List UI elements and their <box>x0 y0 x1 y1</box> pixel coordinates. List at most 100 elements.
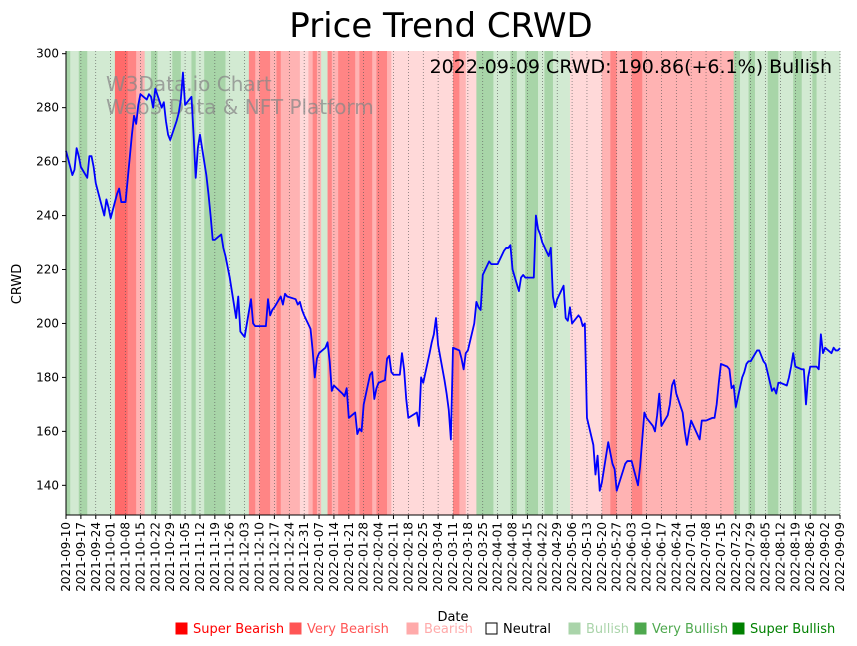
regime-band-SBe <box>114 51 128 515</box>
regime-band-VBe <box>453 51 460 515</box>
regime-band-N <box>391 51 454 515</box>
y-tick-label: 300 <box>36 47 59 61</box>
x-tick-label: 2021-12-17 <box>267 522 281 592</box>
x-tick-label: 2021-12-03 <box>238 522 252 592</box>
x-tick-label: 2022-06-03 <box>625 522 639 592</box>
y-tick-label: 280 <box>36 101 59 115</box>
regime-band-VBe <box>359 51 373 515</box>
regime-band-VB <box>748 51 756 515</box>
x-tick-label: 2022-09-09 <box>833 522 847 592</box>
x-tick-label: 2022-02-04 <box>372 522 386 592</box>
x-tick-label: 2021-11-19 <box>208 522 222 592</box>
x-tick-label: 2022-07-15 <box>714 522 728 592</box>
regime-band-VB <box>476 51 494 515</box>
regime-bands <box>66 51 841 515</box>
x-tick-label: 2022-08-26 <box>803 522 817 592</box>
regime-band-VBe <box>276 51 282 515</box>
x-tick-label: 2022-07-01 <box>684 522 698 592</box>
x-tick-label: 2021-12-10 <box>253 522 267 592</box>
regime-band-VBe <box>248 51 256 515</box>
x-tick-label: 2022-05-27 <box>610 522 624 592</box>
x-tick-label: 2022-01-21 <box>342 522 356 592</box>
x-tick-label: 2022-07-29 <box>744 522 758 592</box>
x-tick-label: 2021-09-10 <box>59 522 73 592</box>
x-ticks: 2021-09-10 2021-09-17 2021-09-24 2021-10-01… <box>59 515 847 592</box>
regime-band-B <box>754 51 769 515</box>
x-tick-label: 2022-05-06 <box>565 522 579 592</box>
x-tick-label: 2022-04-22 <box>535 522 549 592</box>
chart-title: Price Trend CRWD <box>289 6 592 46</box>
regime-band-VB <box>78 51 88 515</box>
x-tick-label: 2021-10-29 <box>163 522 177 592</box>
x-tick-label: 2021-10-01 <box>104 522 118 592</box>
x-tick-label: 2022-07-22 <box>729 522 743 592</box>
regime-band-Be <box>616 51 632 515</box>
y-tick-label: 240 <box>36 209 59 223</box>
regime-band-B <box>70 51 80 515</box>
regime-band-Be <box>308 51 313 515</box>
x-tick-label: 2022-03-04 <box>431 522 445 592</box>
regime-band-VB <box>510 51 518 515</box>
regime-band-N <box>569 51 603 515</box>
regime-band-VB <box>151 51 158 515</box>
x-tick-label: 2021-10-22 <box>148 522 162 592</box>
regime-band-B <box>180 51 192 515</box>
regime-band-VB <box>191 51 197 515</box>
x-tick-label: 2022-01-07 <box>312 522 326 592</box>
y-tick-label: 200 <box>36 316 59 330</box>
x-tick-label: 2021-09-17 <box>74 522 88 592</box>
regime-band-VBe <box>327 51 333 515</box>
regime-band-Be <box>255 51 260 515</box>
x-tick-label: 2021-11-26 <box>223 522 237 592</box>
x-tick-label: 2022-02-18 <box>401 522 415 592</box>
legend-swatch-SB <box>732 622 745 635</box>
regime-band-Be <box>372 51 377 515</box>
regime-band-N <box>465 51 477 515</box>
x-tick-label: 2022-08-19 <box>788 522 802 592</box>
regime-band-Be <box>280 51 301 515</box>
regime-band-VB <box>66 51 71 515</box>
x-tick-label: 2022-02-11 <box>386 522 400 592</box>
x-tick-label: 2022-04-01 <box>491 522 505 592</box>
regime-band-B <box>740 51 749 515</box>
y-tick-label: 140 <box>36 478 59 492</box>
watermark-line-1: W3Data.io Chart <box>106 72 272 96</box>
legend-swatch-Be <box>406 622 419 635</box>
regime-band-VB <box>733 51 741 515</box>
latest-annotation: 2022-09-09 CRWD: 190.86(+6.1%) Bullish <box>430 56 832 78</box>
legend-swatch-N <box>485 622 498 635</box>
price-line <box>65 71 841 492</box>
x-tick-label: 2021-12-31 <box>297 522 311 592</box>
regime-band-Be <box>331 51 339 515</box>
legend-label-Be: Bearish <box>424 622 473 637</box>
regime-band-B <box>87 51 116 515</box>
legend-label-SB: Super Bullish <box>750 622 835 637</box>
regime-band-B <box>493 51 511 515</box>
regime-band-VBe <box>631 51 643 515</box>
regime-band-B <box>157 51 173 515</box>
x-tick-label: 2022-06-17 <box>654 522 668 592</box>
x-tick-label: 2022-09-02 <box>818 522 832 592</box>
regime-band-Be <box>387 51 392 515</box>
regime-band-B <box>225 51 250 515</box>
y-tick-label: 260 <box>36 155 59 169</box>
regime-band-B <box>552 51 571 515</box>
x-tick-label: 2021-10-15 <box>133 522 147 592</box>
regime-band-VBe <box>610 51 618 515</box>
legend-swatch-VB <box>634 622 647 635</box>
regime-band-VB <box>172 51 182 515</box>
x-tick-label: 2022-02-25 <box>416 522 430 592</box>
x-tick-label: 2022-05-20 <box>595 522 609 592</box>
legend-label-VB: Very Bullish <box>652 622 728 637</box>
y-tick-label: 220 <box>36 263 59 277</box>
x-tick-label: 2021-12-24 <box>282 522 296 592</box>
regime-band-VBe <box>312 51 318 515</box>
legend-label-SBe: Super Bearish <box>193 622 284 637</box>
plot-area: W3Data.io Chart Web3 Data & NFT Platform… <box>65 51 841 515</box>
x-tick-label: 2021-10-08 <box>119 522 133 592</box>
x-tick-label: 2022-03-25 <box>476 522 490 592</box>
x-tick-label: 2022-04-29 <box>550 522 564 592</box>
regime-band-VB <box>793 51 803 515</box>
